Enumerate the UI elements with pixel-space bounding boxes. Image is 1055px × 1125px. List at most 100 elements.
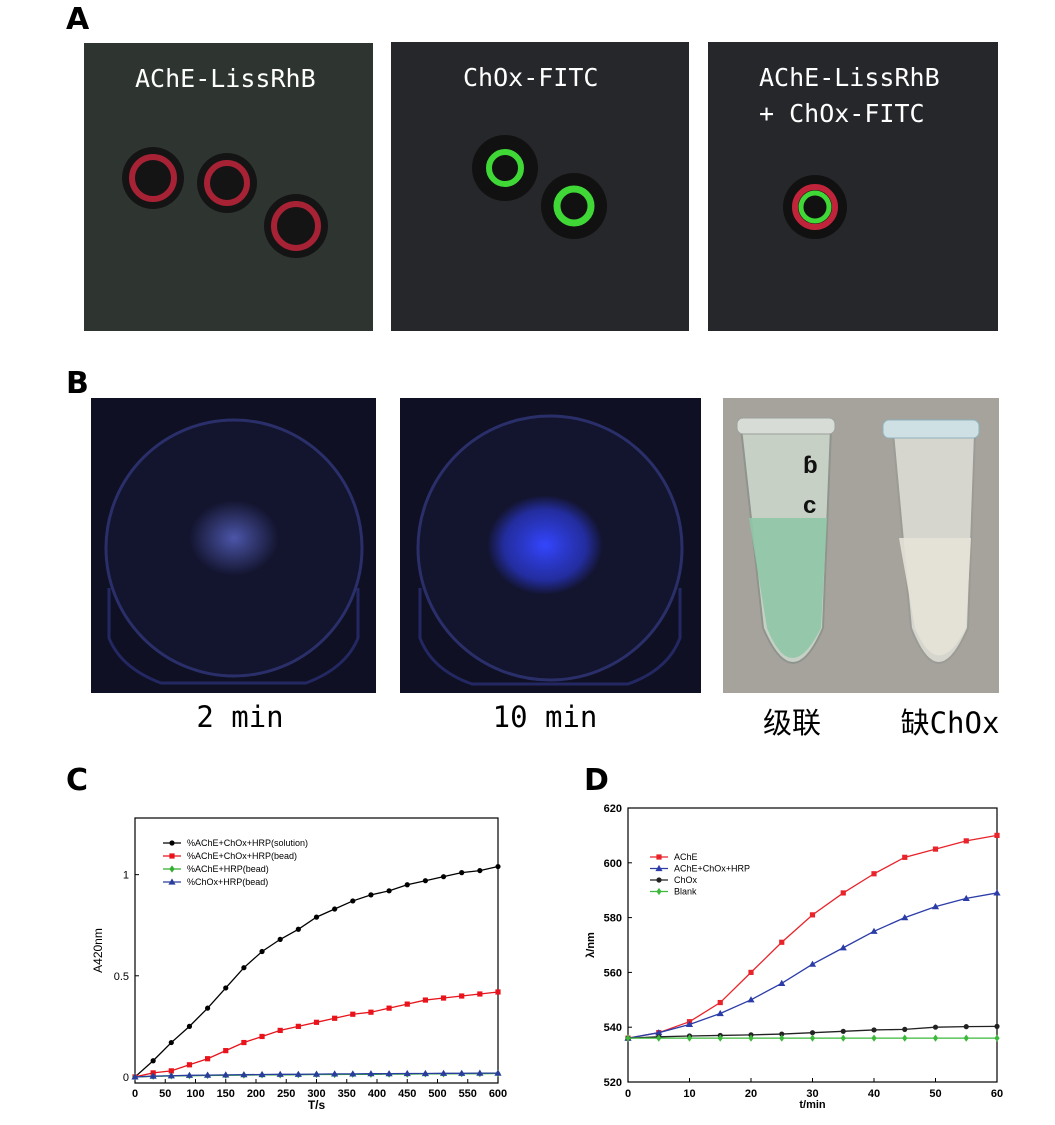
data-point-4 xyxy=(204,1071,212,1078)
data-point-1 xyxy=(779,939,785,945)
photo-tubes: ɓ c xyxy=(723,398,999,693)
data-point-3 xyxy=(932,1024,939,1030)
legend-marker xyxy=(169,840,175,846)
data-point-4 xyxy=(994,1034,1000,1042)
data-point-3 xyxy=(809,1030,816,1036)
data-point-4 xyxy=(294,1070,302,1077)
data-point-2 xyxy=(440,995,447,1001)
data-point-4 xyxy=(185,1071,194,1078)
data-point-4 xyxy=(686,1034,693,1042)
caption-no-chox: 缺ChOx xyxy=(900,706,1000,740)
data-point-3 xyxy=(902,1026,908,1032)
data-point-1 xyxy=(404,882,410,888)
data-point-1 xyxy=(205,1005,211,1011)
legend-label: ChOx xyxy=(674,875,698,885)
data-point-4 xyxy=(276,1070,284,1077)
data-point-4 xyxy=(349,1070,357,1077)
y-tick-label: 560 xyxy=(604,967,622,979)
data-point-2 xyxy=(259,1033,265,1040)
data-point-4 xyxy=(331,1070,339,1077)
data-point-4 xyxy=(656,1034,662,1042)
data-point-4 xyxy=(312,1070,321,1077)
data-point-4 xyxy=(258,1070,266,1078)
y-axis-label: λ/nm xyxy=(585,932,597,958)
data-point-1 xyxy=(277,936,283,942)
bead-rings-green xyxy=(472,135,607,239)
data-point-2 xyxy=(716,1009,724,1017)
data-point-4 xyxy=(421,1069,429,1077)
data-point-2 xyxy=(778,979,786,986)
legend-label: %AChE+ChOx+HRP(solution) xyxy=(187,838,308,848)
panel-letter-c: C xyxy=(66,763,89,798)
x-tick-label: 450 xyxy=(398,1088,416,1100)
data-point-2 xyxy=(313,1019,320,1025)
x-tick-label: 200 xyxy=(247,1088,265,1100)
y-tick-label: 620 xyxy=(604,803,622,815)
data-point-4 xyxy=(717,1034,723,1042)
data-point-3 xyxy=(871,1027,877,1033)
x-tick-label: 50 xyxy=(159,1088,171,1100)
data-point-2 xyxy=(901,914,909,921)
data-point-2 xyxy=(422,997,428,1003)
data-point-1 xyxy=(313,914,320,920)
legend-marker xyxy=(656,854,662,860)
fluorescence-image-merged: AChE-LissRhB + ChOx-FITC xyxy=(708,42,998,331)
data-point-1 xyxy=(459,870,465,876)
x-axis-label: t/min xyxy=(799,1099,826,1111)
legend-label: AChE+ChOx+HRP xyxy=(674,864,750,874)
data-point-2 xyxy=(350,1011,356,1017)
data-point-2 xyxy=(277,1027,283,1034)
data-point-4 xyxy=(932,1034,939,1042)
legend-marker xyxy=(168,878,176,885)
data-point-4 xyxy=(902,1034,908,1042)
chart-c: 0 50 100 150 200 250 300 350 400 450 500 550 600 0 0.5… xyxy=(91,817,507,1112)
legend-marker xyxy=(656,877,662,883)
image-label-chox: ChOx-FITC xyxy=(463,63,599,92)
caption-10min: 10 min xyxy=(492,700,598,734)
data-point-1 xyxy=(259,948,265,955)
legend-label: %AChE+ChOx+HRP(bead) xyxy=(187,851,297,861)
data-point-2 xyxy=(962,894,970,902)
image-label-merged: AChE-LissRhB + ChOx-FITC xyxy=(759,63,940,128)
panel-letter-d: D xyxy=(584,763,609,798)
legend-label: %ChOx+HRP(bead) xyxy=(187,877,268,887)
x-tick-label: 300 xyxy=(307,1088,325,1100)
data-point-4 xyxy=(809,1034,816,1042)
data-point-3 xyxy=(779,1031,785,1037)
legend-label: AChE xyxy=(674,852,698,862)
data-point-1 xyxy=(350,898,356,904)
data-point-4 xyxy=(748,1034,754,1042)
bead-ring-merged xyxy=(783,175,847,239)
data-point-2 xyxy=(368,1009,374,1015)
data-point-2 xyxy=(332,1015,338,1021)
data-point-4 xyxy=(963,1034,969,1042)
data-point-2 xyxy=(685,1020,694,1028)
data-point-1 xyxy=(223,985,229,991)
data-point-1 xyxy=(840,890,846,896)
photo-2min xyxy=(91,398,376,693)
y-tick-label: 580 xyxy=(604,913,622,925)
data-point-1 xyxy=(994,832,1000,838)
x-tick-label: 10 xyxy=(683,1088,695,1100)
data-point-1 xyxy=(717,999,723,1006)
image-label-aches: AChE-LissRhB xyxy=(135,64,316,93)
legend-marker xyxy=(656,887,662,896)
svg-text:ɓ: ɓ xyxy=(803,452,818,479)
data-point-4 xyxy=(167,1072,175,1079)
data-point-4 xyxy=(494,1069,502,1076)
photo-10min xyxy=(400,398,701,693)
legend-label: %AChE+HRP(bead) xyxy=(187,864,269,874)
x-tick-label: 350 xyxy=(338,1088,356,1100)
series-line-1 xyxy=(134,865,499,1078)
bead-rings-red xyxy=(122,147,328,258)
x-tick-label: 600 xyxy=(489,1088,507,1100)
data-point-4 xyxy=(625,1034,631,1042)
caption-cascade: 级联 xyxy=(762,706,821,740)
data-point-2 xyxy=(931,903,940,910)
x-tick-label: 500 xyxy=(428,1088,446,1100)
data-point-4 xyxy=(367,1070,375,1077)
data-point-2 xyxy=(295,1023,301,1029)
data-point-1 xyxy=(963,838,969,844)
svg-text:c: c xyxy=(803,492,816,519)
x-tick-label: 100 xyxy=(186,1088,204,1100)
